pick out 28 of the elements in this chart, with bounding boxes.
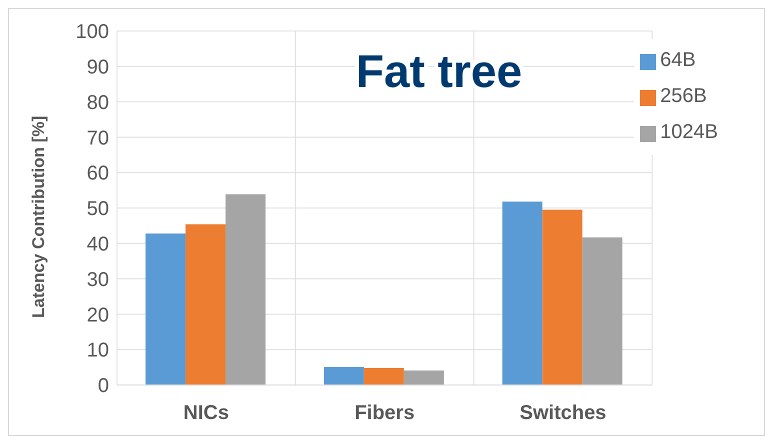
y-tick-label: 30 [86, 268, 109, 291]
y-tick-label: 50 [86, 198, 109, 220]
y-tick-label: 100 [76, 21, 109, 44]
x-tick-label: Fibers [354, 402, 415, 424]
bar [404, 370, 444, 385]
bar [324, 366, 364, 385]
bar [542, 210, 582, 385]
y-tick-label: 80 [86, 92, 109, 114]
x-tick-label: Switches [520, 402, 606, 424]
bar [502, 202, 542, 385]
y-tick-label: 20 [86, 304, 109, 326]
bar [364, 368, 404, 385]
chart-title: Fat tree [356, 45, 522, 97]
legend-label: 1024B [660, 121, 718, 143]
x-tick-label: NICs [183, 402, 229, 424]
y-tick-label: 90 [86, 56, 109, 78]
y-tick-label: 60 [86, 162, 109, 185]
legend-label: 64B [660, 49, 696, 71]
bar [186, 224, 226, 385]
legend-label: 256B [660, 85, 707, 107]
y-axis-title: Latency Contribution [%] [29, 116, 48, 318]
y-tick-label: 70 [86, 127, 109, 150]
bar [226, 194, 266, 385]
y-tick-label: 0 [98, 375, 109, 398]
bar [146, 233, 186, 385]
y-tick-label: 10 [86, 340, 109, 362]
bar [582, 237, 622, 385]
y-tick-label: 40 [86, 234, 109, 256]
